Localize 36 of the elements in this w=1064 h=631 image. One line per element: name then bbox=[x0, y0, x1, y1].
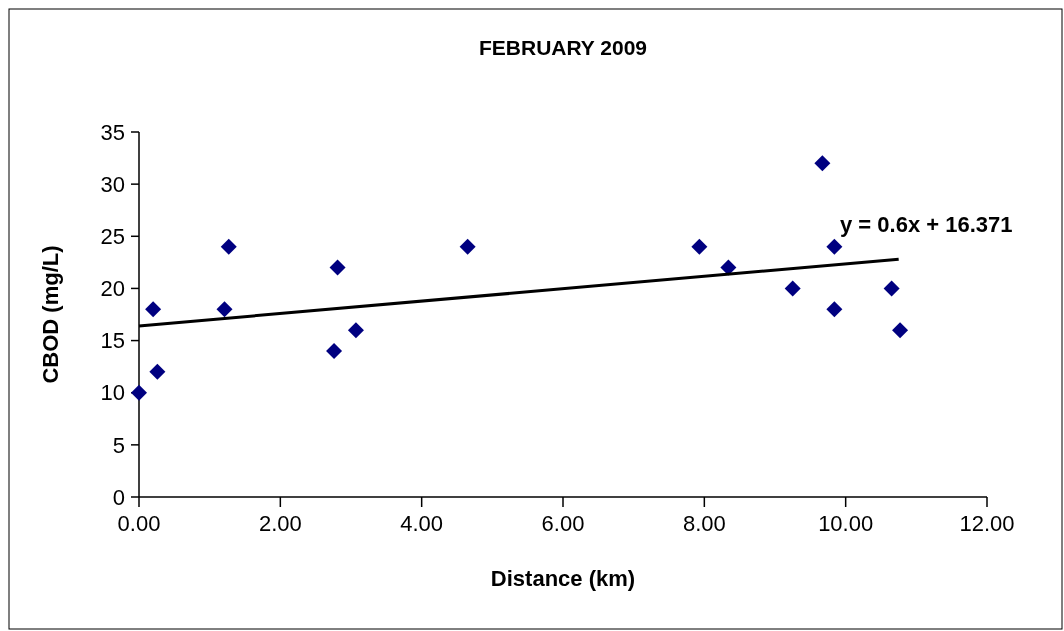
point bbox=[826, 301, 843, 318]
y-tick-label: 30 bbox=[100, 171, 125, 197]
x-tick-label: 8.00 bbox=[682, 511, 726, 536]
x-tick-label: 0.00 bbox=[117, 511, 161, 536]
point bbox=[131, 384, 147, 401]
y-tick-label: 15 bbox=[100, 328, 125, 354]
x-tick-label: 6.00 bbox=[541, 511, 585, 536]
annotation: y = 0.6x + 16.371 bbox=[840, 212, 1013, 237]
y-tick-label: 5 bbox=[112, 432, 125, 458]
x-tick-label: 2.00 bbox=[258, 511, 302, 536]
point bbox=[149, 363, 166, 380]
point bbox=[459, 238, 476, 255]
x-axis-title: Distance (km) bbox=[490, 566, 636, 591]
point bbox=[720, 259, 737, 276]
point bbox=[784, 280, 801, 297]
point bbox=[892, 322, 909, 339]
point bbox=[220, 238, 237, 255]
x-tick-label: 12.00 bbox=[959, 511, 1015, 536]
point bbox=[347, 322, 364, 339]
y-tick-label: 20 bbox=[100, 276, 125, 302]
chart-title: FEBRUARY 2009 bbox=[478, 36, 648, 59]
point bbox=[216, 301, 233, 318]
y-tick-label: 35 bbox=[100, 119, 125, 145]
point bbox=[326, 343, 343, 359]
y-tick-label: 0 bbox=[112, 484, 125, 510]
y-axis-title: CBOD (mg/L) bbox=[38, 245, 63, 384]
y-tick-label: 10 bbox=[100, 380, 125, 406]
point bbox=[814, 155, 831, 172]
point bbox=[145, 301, 162, 318]
x-tick-label: 4.00 bbox=[400, 511, 444, 536]
point bbox=[883, 280, 900, 297]
x-tick-label: 10.00 bbox=[818, 511, 874, 536]
y-tick-label: 25 bbox=[100, 223, 125, 249]
point bbox=[329, 259, 346, 276]
point bbox=[826, 238, 843, 255]
point bbox=[691, 238, 708, 255]
